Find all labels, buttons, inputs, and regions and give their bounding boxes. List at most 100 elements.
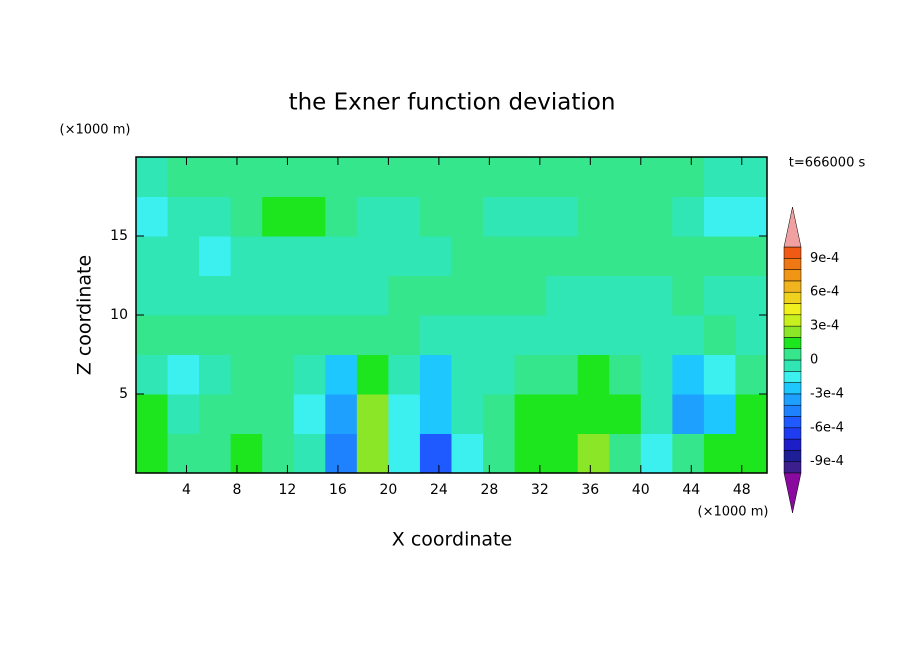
contour-cell (609, 196, 642, 237)
colorbar-band (783, 371, 802, 383)
contour-cell (325, 433, 358, 474)
y-axis-label: Z coordinate (74, 255, 96, 375)
colorbar-band (783, 348, 802, 361)
colorbar-over (783, 206, 802, 248)
contour-cell (388, 275, 421, 316)
contour-cell (136, 315, 169, 355)
contour-cell (703, 315, 736, 355)
contour-cell (136, 236, 169, 276)
contour-cell (703, 433, 736, 474)
contour-cell (293, 354, 326, 395)
contour-cell (514, 354, 547, 395)
contour-cell (609, 433, 642, 474)
contour-cell (262, 394, 295, 434)
colorbar-tick-label: 6e-4 (810, 285, 839, 300)
colorbar-band (783, 438, 802, 451)
contour-cell (388, 236, 421, 276)
contour-cell (609, 275, 642, 316)
contour-cell (325, 236, 358, 276)
contour-cell (451, 157, 484, 197)
contour-cell (136, 433, 169, 474)
contour-cell (356, 196, 389, 237)
contour-cell (230, 196, 263, 237)
contour-cell (419, 394, 452, 434)
contour-cell (577, 275, 610, 316)
contour-cell (640, 315, 673, 355)
contour-cell (672, 354, 705, 395)
contour-cell (325, 394, 358, 434)
contour-cell (609, 315, 642, 355)
contour-cell (167, 394, 200, 434)
contour-cell (262, 433, 295, 474)
colorbar-band (783, 450, 802, 462)
contour-cell (483, 433, 516, 474)
contour-cell (199, 433, 232, 474)
colorbar-band (783, 337, 802, 349)
contour-cell (230, 315, 263, 355)
contour-cell (388, 157, 421, 197)
contour-cell (199, 394, 232, 434)
contour-cell (419, 315, 452, 355)
contour-cell (609, 157, 642, 197)
colorbar-under (783, 472, 802, 514)
contour-cell (262, 236, 295, 276)
contour-cell (703, 394, 736, 434)
colorbar-band (783, 246, 802, 259)
colorbar-band (783, 269, 802, 282)
x-tick-label: 48 (733, 482, 751, 498)
contour-cell (167, 157, 200, 197)
contour-cell (609, 236, 642, 276)
colorbar-tick-label: 9e-4 (810, 251, 839, 266)
contour-cell (577, 394, 610, 434)
contour-cell (356, 354, 389, 395)
contour-cell (546, 157, 579, 197)
contour-cell (546, 236, 579, 276)
contour-cell (640, 433, 673, 474)
contour-cell (356, 394, 389, 434)
contour-cell (735, 157, 768, 197)
contour-cell (419, 236, 452, 276)
contour-cell (546, 433, 579, 474)
contour-cell (136, 157, 169, 197)
contour-cell (388, 354, 421, 395)
contour-cell (483, 157, 516, 197)
colorbar-band (783, 393, 802, 406)
colorbar-tick-label: -6e-4 (810, 420, 844, 435)
x-tick-label: 44 (682, 482, 700, 498)
colorbar-tick-label: 0 (810, 353, 818, 368)
contour-cell (325, 275, 358, 316)
contour-cell (262, 196, 295, 237)
contour-cell (514, 157, 547, 197)
colorbar-band (783, 404, 802, 417)
contour-cell (356, 315, 389, 355)
contour-cell (483, 315, 516, 355)
contour-cell (230, 433, 263, 474)
contour-cell (483, 394, 516, 434)
contour-cell (514, 394, 547, 434)
contour-cell (546, 275, 579, 316)
contour-cell (703, 157, 736, 197)
contour-cell (199, 354, 232, 395)
contour-cell (514, 236, 547, 276)
contour-cell (293, 157, 326, 197)
contour-cell (388, 433, 421, 474)
contour-cell (451, 433, 484, 474)
contour-cell (419, 196, 452, 237)
contour-cell (577, 433, 610, 474)
contour-cell (640, 354, 673, 395)
contour-cell (514, 315, 547, 355)
contour-cell (388, 315, 421, 355)
contour-cell (483, 354, 516, 395)
contour-cell (577, 157, 610, 197)
x-tick-label: 8 (232, 482, 241, 498)
contour-cell (356, 433, 389, 474)
contour-cell (546, 315, 579, 355)
contour-cell (735, 315, 768, 355)
contour-cell (735, 394, 768, 434)
x-tick-label: 20 (379, 482, 397, 498)
colorbar-band (783, 280, 802, 293)
contour-cell (735, 433, 768, 474)
contour-cell (293, 236, 326, 276)
contour-cell (167, 315, 200, 355)
colorbar-tick-label: -3e-4 (810, 386, 844, 401)
